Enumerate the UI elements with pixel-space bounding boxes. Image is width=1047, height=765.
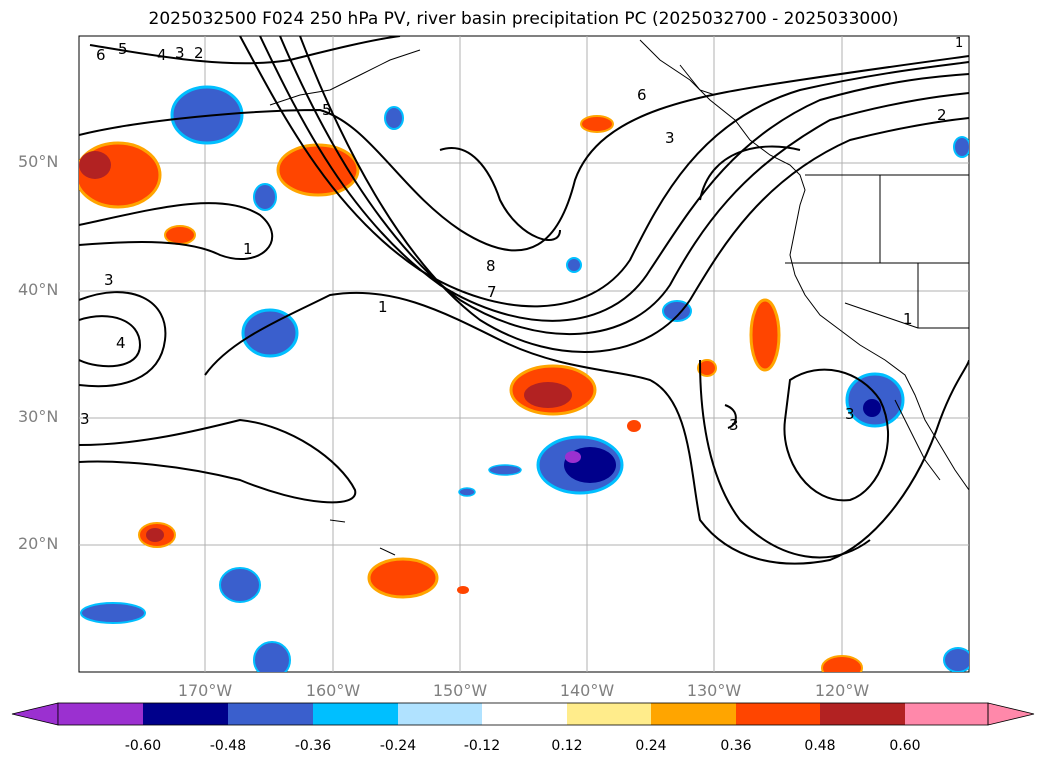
lon-label-160w: 160°W bbox=[305, 681, 361, 700]
colorbar-tick: -0.24 bbox=[379, 738, 417, 754]
colorbar-tick: -0.60 bbox=[124, 738, 162, 754]
colorbar-tick: 0.12 bbox=[551, 738, 583, 754]
contour-label: 3 bbox=[729, 416, 739, 434]
colorbar bbox=[11, 702, 1035, 726]
map-title: 2025032500 F024 250 hPa PV, river basin … bbox=[148, 9, 899, 29]
lon-label-120w: 120°W bbox=[814, 681, 870, 700]
pv-precip-map bbox=[78, 35, 970, 673]
colorbar-extend-high bbox=[987, 702, 1035, 726]
colorbar-tick: 0.60 bbox=[889, 738, 921, 754]
lon-label-140w: 140°W bbox=[559, 681, 615, 700]
colorbar-tick: 0.24 bbox=[635, 738, 667, 754]
contour-label: 1 bbox=[955, 36, 964, 51]
colorbar-tick: -0.48 bbox=[209, 738, 247, 754]
contour-label: 4 bbox=[116, 334, 126, 352]
colorbar-tick: -0.12 bbox=[463, 738, 501, 754]
contour-label: 8 bbox=[486, 257, 496, 275]
contour-label: 4 bbox=[157, 46, 167, 64]
map-frame bbox=[78, 35, 970, 673]
colorbar-segment bbox=[567, 703, 651, 725]
colorbar-segment bbox=[905, 703, 988, 725]
colorbar-segment bbox=[651, 703, 736, 725]
precip-negative-regions bbox=[80, 85, 969, 672]
lat-label-40n: 40°N bbox=[18, 280, 59, 299]
contour-label: 1 bbox=[378, 298, 388, 316]
colorbar-tick: 0.48 bbox=[804, 738, 836, 754]
colorbar-segment bbox=[736, 703, 820, 725]
colorbar-segment bbox=[482, 703, 567, 725]
colorbar-segment bbox=[143, 703, 228, 725]
colorbar-segment bbox=[398, 703, 482, 725]
contour-label: 2 bbox=[194, 44, 204, 62]
contour-label: 3 bbox=[80, 410, 90, 428]
contour-label: 5 bbox=[118, 40, 128, 58]
lat-label-30n: 30°N bbox=[18, 407, 59, 426]
colorbar-extend-low bbox=[11, 702, 59, 726]
lon-label-130w: 130°W bbox=[686, 681, 742, 700]
contour-label: 3 bbox=[175, 44, 185, 62]
colorbar-frame bbox=[57, 702, 989, 726]
contour-label: 3 bbox=[665, 129, 675, 147]
contour-label: 7 bbox=[487, 283, 497, 301]
lat-label-20n: 20°N bbox=[18, 534, 59, 553]
colorbar-segment bbox=[228, 703, 313, 725]
contour-label: 6 bbox=[96, 46, 106, 64]
contour-label: 1 bbox=[903, 310, 913, 328]
contour-labels: 6 5 4 3 2 1 1 3 4 3 8 7 1 5 6 3 2 1 3 3 bbox=[80, 36, 964, 434]
colorbar-segment bbox=[58, 703, 143, 725]
lat-label-50n: 50°N bbox=[18, 152, 59, 171]
colorbar-segment bbox=[820, 703, 905, 725]
contour-label: 1 bbox=[243, 240, 253, 258]
contour-label: 3 bbox=[104, 271, 114, 289]
contour-label: 3 bbox=[845, 405, 855, 423]
contour-label: 2 bbox=[937, 106, 947, 124]
colorbar-tick: 0.36 bbox=[720, 738, 752, 754]
lon-label-150w: 150°W bbox=[432, 681, 488, 700]
pv-contours bbox=[79, 36, 969, 565]
lon-label-170w: 170°W bbox=[177, 681, 233, 700]
colorbar-tick: -0.36 bbox=[294, 738, 332, 754]
contour-label: 5 bbox=[322, 101, 332, 119]
colorbar-segment bbox=[313, 703, 398, 725]
contour-label: 6 bbox=[637, 86, 647, 104]
